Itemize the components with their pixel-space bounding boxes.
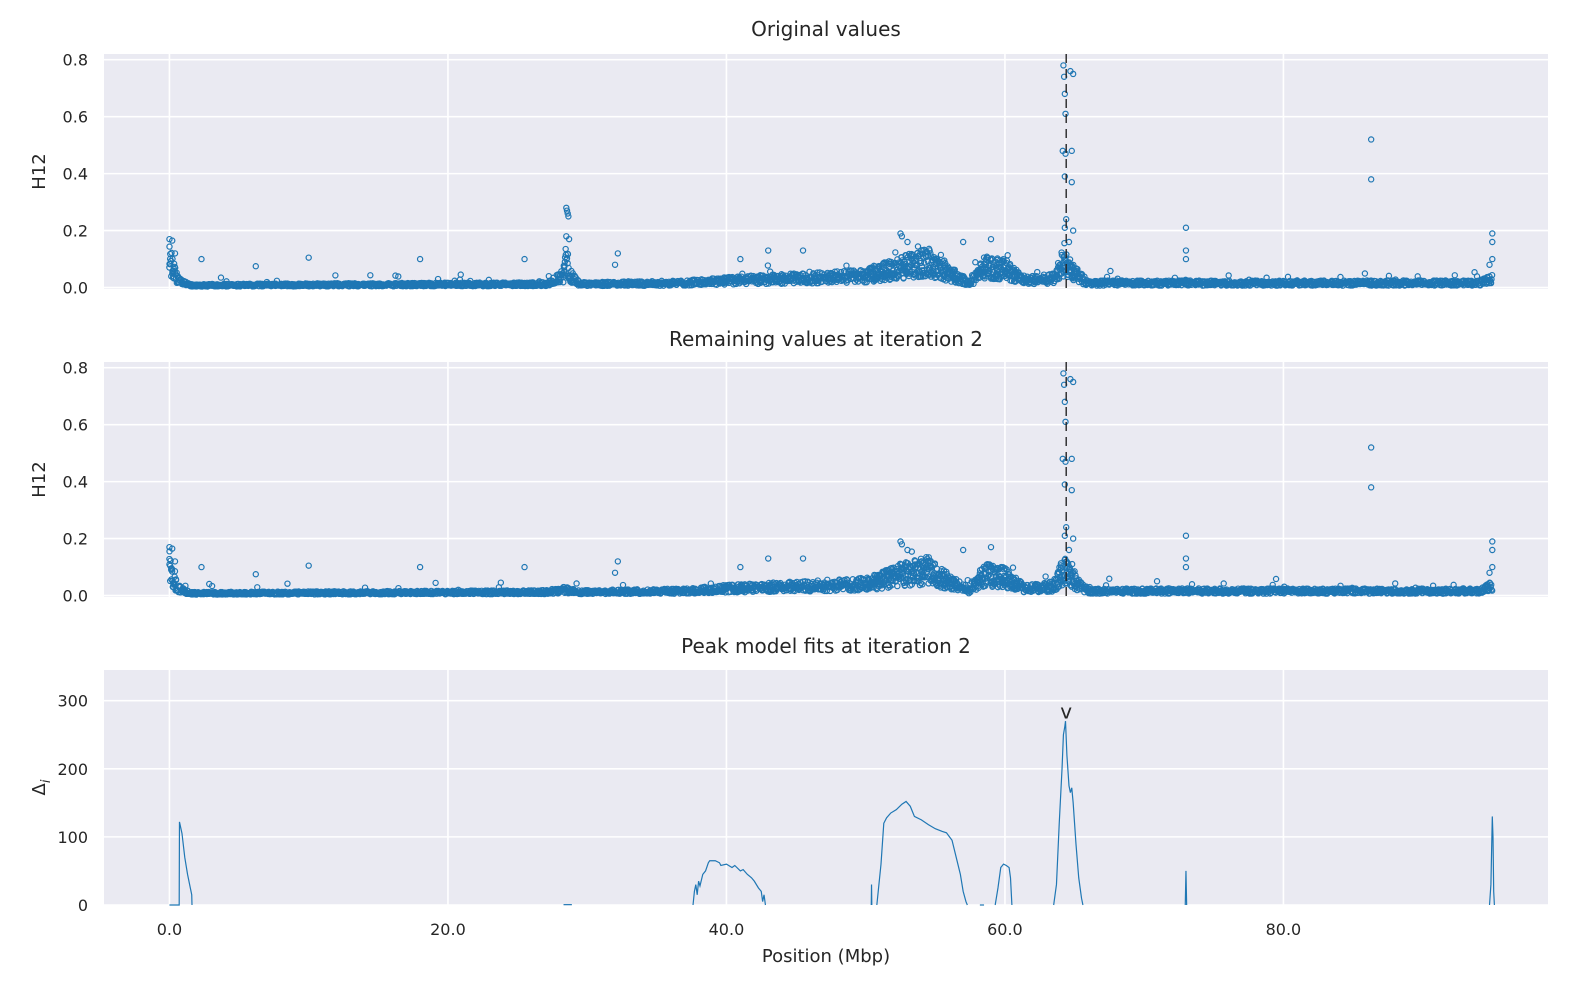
chart-original-values: Original values 0.0 0.2 0.4 0.6 0.8 H12 xyxy=(29,17,1548,298)
y-tick-label: 0.8 xyxy=(63,359,88,378)
plot-area xyxy=(104,54,1548,289)
chart-title-original-values: Original values xyxy=(751,17,901,41)
data-point xyxy=(392,272,399,279)
data-point xyxy=(168,249,175,257)
data-point xyxy=(367,272,374,279)
h12-points xyxy=(166,62,1496,290)
y-tick-label: 0.4 xyxy=(63,473,88,492)
plot-area xyxy=(104,362,1548,597)
y-tick-label: 0.2 xyxy=(63,530,88,549)
y-axis-label: H12 xyxy=(29,153,50,189)
y-tick-label: 0.0 xyxy=(63,279,88,298)
y-tick-label: 0.2 xyxy=(63,222,88,241)
y-tick-label: 0.4 xyxy=(63,165,88,184)
y-axis-label: H12 xyxy=(29,461,50,497)
data-point xyxy=(395,273,402,280)
data-point xyxy=(217,274,225,281)
data-point xyxy=(332,272,339,279)
chart-remaining-values: Remaining values at iteration 2 0.0 0.2 0.… xyxy=(29,327,1548,606)
chart-title-remaining-values: Remaining values at iteration 2 xyxy=(669,327,983,351)
data-point xyxy=(170,260,178,267)
y-tick-label: 0.0 xyxy=(63,587,88,606)
data-point xyxy=(166,243,173,250)
y-tick-label: 0.6 xyxy=(63,108,88,127)
y-tick-label: 0.8 xyxy=(63,51,88,70)
y-tick-label: 0.6 xyxy=(63,416,88,435)
